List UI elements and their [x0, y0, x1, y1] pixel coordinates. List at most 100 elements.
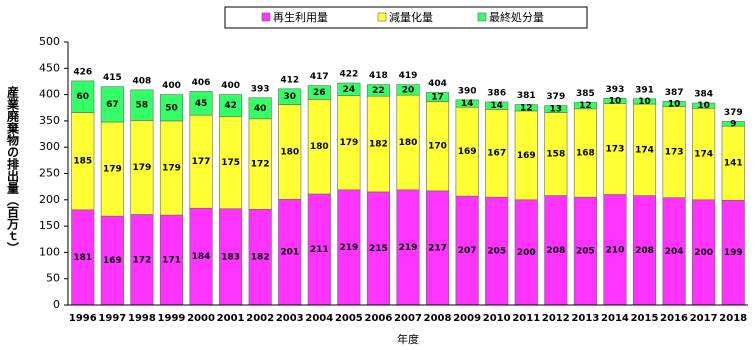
total-label: 379 [546, 92, 565, 102]
legend-label: 再生利用量 [273, 10, 328, 24]
x-tick-label: 2001 [217, 313, 245, 324]
bar-segment [248, 97, 272, 120]
data-label: 207 [458, 246, 477, 256]
bar-segment [189, 91, 213, 116]
x-tick-label: 2006 [365, 313, 393, 324]
data-label: 174 [694, 150, 713, 160]
legend-swatch [477, 12, 487, 22]
data-label: 26 [313, 88, 326, 98]
bar-segment [426, 92, 450, 102]
legend-box [224, 6, 588, 29]
data-label: 180 [310, 142, 329, 152]
data-label: 40 [254, 104, 267, 114]
x-axis-label: 年度 [397, 332, 419, 346]
data-label: 210 [606, 245, 625, 255]
data-label: 24 [343, 85, 356, 95]
data-label: 10 [638, 97, 651, 107]
data-label: 141 [724, 159, 743, 169]
data-label: 219 [399, 243, 418, 253]
x-tick-label: 2008 [424, 313, 452, 324]
x-tick-label: 2018 [719, 313, 747, 324]
data-label: 169 [458, 147, 477, 157]
bar-segment [159, 94, 184, 122]
data-label: 173 [606, 145, 625, 155]
bar-segment [603, 97, 627, 104]
total-label: 415 [103, 73, 122, 83]
data-label: 172 [251, 160, 270, 170]
x-tick-label: 2015 [631, 313, 659, 324]
y-tick-label: 250 [39, 167, 60, 180]
x-tick-label: 2016 [660, 313, 688, 324]
data-label: 170 [428, 142, 447, 152]
data-label: 184 [192, 252, 211, 262]
data-label: 172 [133, 255, 152, 265]
data-label: 169 [103, 256, 122, 266]
data-label: 205 [576, 247, 595, 257]
data-label: 208 [546, 246, 565, 256]
data-label: 215 [369, 244, 388, 254]
bar-segment [71, 80, 95, 113]
data-label: 179 [103, 165, 122, 175]
y-tick-label: 300 [39, 140, 60, 153]
data-label: 168 [576, 148, 595, 158]
data-label: 204 [665, 247, 684, 257]
bar-segment [366, 84, 390, 97]
bar-segment [278, 88, 302, 105]
bar-segment [692, 102, 716, 109]
x-tick-label: 2014 [601, 313, 629, 324]
total-label: 384 [694, 90, 713, 100]
total-label: 390 [458, 86, 477, 96]
x-tick-label: 2010 [483, 313, 511, 324]
data-label: 9 [730, 119, 736, 129]
legend-swatch [377, 12, 387, 22]
bar-segment [219, 94, 243, 117]
total-label: 419 [399, 71, 418, 81]
total-label: 400 [221, 81, 240, 91]
x-tick-label: 2002 [246, 313, 274, 324]
data-label: 10 [697, 101, 710, 111]
y-tick-label: 400 [39, 88, 60, 101]
data-label: 211 [310, 245, 329, 255]
legend-label: 最終処分量 [489, 10, 544, 24]
data-label: 22 [372, 86, 385, 96]
bar-segment [396, 84, 420, 96]
y-tick-label: 200 [39, 193, 60, 206]
data-label: 185 [73, 157, 92, 167]
bar-segment [100, 86, 124, 123]
data-label: 171 [162, 256, 181, 266]
bar-segment [485, 101, 509, 110]
data-label: 169 [517, 151, 536, 161]
y-tick-label: 150 [39, 219, 60, 232]
data-label: 179 [133, 163, 152, 173]
y-tick-label: 0 [53, 298, 60, 311]
total-label: 417 [310, 72, 329, 82]
data-label: 179 [162, 163, 181, 173]
data-label: 12 [579, 101, 592, 111]
data-label: 17 [431, 92, 444, 102]
data-label: 179 [339, 138, 358, 148]
total-label: 387 [665, 88, 684, 98]
bar-segment [721, 121, 745, 127]
total-label: 408 [133, 76, 152, 86]
bar-segment [662, 101, 686, 107]
x-tick-label: 2003 [276, 313, 304, 324]
x-tick-label: 2011 [512, 313, 540, 324]
x-tick-label: 2004 [305, 313, 333, 324]
total-label: 386 [487, 88, 506, 98]
bar-segment [573, 102, 597, 110]
legend-swatch [261, 12, 271, 22]
x-tick-label: 1999 [158, 313, 186, 324]
data-label: 10 [668, 100, 681, 110]
x-tick-label: 2013 [571, 313, 599, 324]
x-tick-label: 1996 [69, 313, 97, 324]
data-label: 205 [487, 247, 506, 257]
data-label: 200 [517, 248, 536, 258]
x-tick-label: 2009 [453, 313, 481, 324]
y-tick-label: 350 [39, 114, 60, 127]
bar-segment [632, 98, 657, 105]
data-label: 180 [399, 138, 418, 148]
data-label: 219 [339, 243, 358, 253]
total-label: 412 [280, 75, 299, 85]
x-tick-label: 2005 [335, 313, 363, 324]
